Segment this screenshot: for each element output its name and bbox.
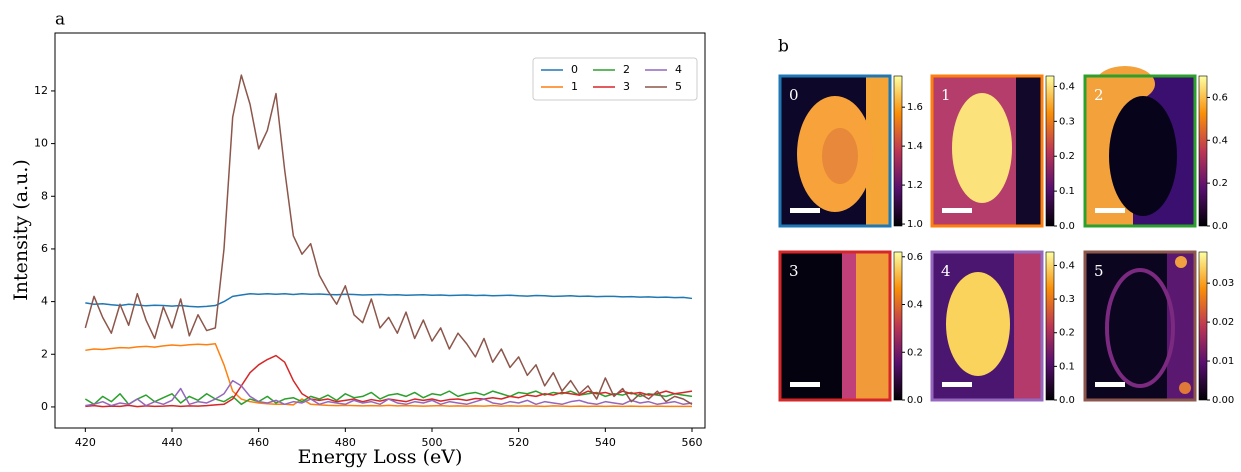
x-tick-label: 560 bbox=[682, 436, 703, 449]
heatmap-panel: 3 0.0 0.2 0.4 0.6 bbox=[778, 250, 923, 406]
x-axis-label: Energy Loss (eV) bbox=[298, 446, 463, 468]
series-line bbox=[85, 292, 693, 308]
colorbar-tick-label: 1.2 bbox=[907, 180, 923, 191]
scale-bar bbox=[1095, 208, 1125, 213]
panel-frame bbox=[778, 74, 892, 228]
colorbar-tick-label: 0.4 bbox=[1212, 135, 1228, 146]
image-region bbox=[946, 272, 1010, 376]
y-axis-label: Intensity (a.u.) bbox=[10, 159, 32, 301]
panel-label: b bbox=[778, 37, 789, 57]
heatmap-panel: 4 0.0 0.1 0.2 0.3 0.4 bbox=[930, 250, 1075, 406]
colorbar-tick-label: 0.0 bbox=[1059, 395, 1075, 406]
scale-bar bbox=[1095, 382, 1125, 387]
colorbar-tick-label: 1.4 bbox=[907, 141, 923, 152]
colorbar-tick-label: 0.4 bbox=[1059, 260, 1075, 271]
colorbar-tick-label: 0.3 bbox=[1059, 116, 1075, 127]
colorbar-tick-label: 0.02 bbox=[1212, 317, 1234, 328]
colorbar-tick-label: 0.2 bbox=[1059, 151, 1075, 162]
colorbar-tick-label: 0.4 bbox=[1059, 81, 1075, 92]
colorbar-tick-label: 0.2 bbox=[907, 347, 923, 358]
y-tick-label: 10 bbox=[34, 137, 48, 150]
colorbar bbox=[1045, 75, 1055, 227]
image-region bbox=[856, 252, 890, 400]
colorbar-tick-label: 1.0 bbox=[907, 219, 923, 230]
colorbar-tick-label: 0.3 bbox=[1059, 294, 1075, 305]
panel-frame bbox=[1083, 74, 1197, 228]
colorbar-tick-label: 0.2 bbox=[1212, 178, 1228, 189]
image-region bbox=[1179, 382, 1191, 394]
heatmap-panel: 2 0.0 0.2 0.4 0.6 bbox=[1083, 66, 1228, 232]
colorbar-tick-label: 0.03 bbox=[1212, 278, 1234, 289]
heatmap-panel: 0 1.0 1.2 1.4 1.6 bbox=[778, 74, 923, 230]
image-region bbox=[822, 128, 858, 184]
y-tick-label: 4 bbox=[41, 295, 48, 308]
colorbar-tick-label: 0.6 bbox=[1212, 92, 1228, 103]
plot-frame bbox=[54, 32, 706, 429]
colorbar-tick-label: 0.2 bbox=[1059, 328, 1075, 339]
panel-number: 0 bbox=[789, 86, 799, 104]
image-region bbox=[952, 93, 1012, 203]
panel-number: 3 bbox=[789, 262, 799, 280]
colorbar bbox=[893, 251, 903, 401]
legend-box bbox=[532, 57, 698, 101]
x-tick-label: 480 bbox=[335, 436, 356, 449]
image-region bbox=[1175, 256, 1187, 268]
panel-number: 1 bbox=[941, 86, 951, 104]
panel-frame bbox=[778, 250, 892, 402]
colorbar-tick-label: 0.0 bbox=[907, 395, 923, 406]
colorbar bbox=[1045, 251, 1055, 401]
y-tick-label: 8 bbox=[41, 189, 48, 202]
series-line bbox=[85, 342, 692, 408]
colorbar bbox=[1198, 75, 1208, 227]
legend-label: 4 bbox=[675, 63, 682, 76]
scale-bar bbox=[790, 382, 820, 387]
y-tick-label: 12 bbox=[34, 84, 48, 97]
panel-frame bbox=[930, 74, 1044, 228]
image-region bbox=[1016, 76, 1042, 226]
heatmap-panel: 5 0.00 0.01 0.02 0.03 bbox=[1083, 250, 1234, 406]
colorbar-tick-label: 0.0 bbox=[1212, 221, 1228, 232]
panel-label: a bbox=[55, 10, 65, 30]
legend-label: 5 bbox=[675, 80, 682, 93]
scale-bar bbox=[942, 208, 972, 213]
colorbar-tick-label: 0.4 bbox=[907, 300, 923, 311]
y-tick-label: 0 bbox=[41, 400, 48, 413]
x-tick-label: 500 bbox=[422, 436, 443, 449]
panel-number: 4 bbox=[941, 262, 951, 280]
colorbar-tick-label: 0.0 bbox=[1059, 221, 1075, 232]
legend-label: 2 bbox=[623, 63, 630, 76]
x-tick-label: 540 bbox=[595, 436, 616, 449]
x-tick-label: 440 bbox=[162, 436, 183, 449]
legend-label: 0 bbox=[571, 63, 578, 76]
image-region bbox=[1105, 268, 1175, 388]
colorbar-tick-label: 0.1 bbox=[1059, 361, 1075, 372]
image-region bbox=[1109, 96, 1177, 216]
heatmap-panel: 1 0.0 0.1 0.2 0.3 0.4 bbox=[930, 74, 1075, 232]
y-tick-label: 2 bbox=[41, 347, 48, 360]
scale-bar bbox=[790, 208, 820, 213]
legend-label: 3 bbox=[623, 80, 630, 93]
x-tick-label: 460 bbox=[248, 436, 269, 449]
series-line bbox=[84, 74, 693, 405]
scale-bar bbox=[942, 382, 972, 387]
colorbar-tick-label: 0.6 bbox=[907, 252, 923, 263]
colorbar bbox=[893, 75, 903, 227]
y-tick-label: 6 bbox=[41, 242, 48, 255]
colorbar bbox=[1198, 251, 1208, 401]
panel-frame bbox=[1083, 250, 1197, 402]
x-tick-label: 420 bbox=[75, 436, 96, 449]
x-tick-label: 520 bbox=[508, 436, 529, 449]
panel-frame bbox=[930, 250, 1044, 402]
panel-number: 2 bbox=[1094, 86, 1104, 104]
panel-number: 5 bbox=[1094, 262, 1104, 280]
series-line bbox=[85, 379, 693, 407]
colorbar-tick-label: 0.01 bbox=[1212, 356, 1234, 367]
colorbar-tick-label: 0.00 bbox=[1212, 395, 1234, 406]
colorbar-tick-label: 1.6 bbox=[907, 102, 923, 113]
image-region bbox=[1014, 252, 1042, 400]
legend-label: 1 bbox=[571, 80, 578, 93]
colorbar-tick-label: 0.1 bbox=[1059, 186, 1075, 197]
